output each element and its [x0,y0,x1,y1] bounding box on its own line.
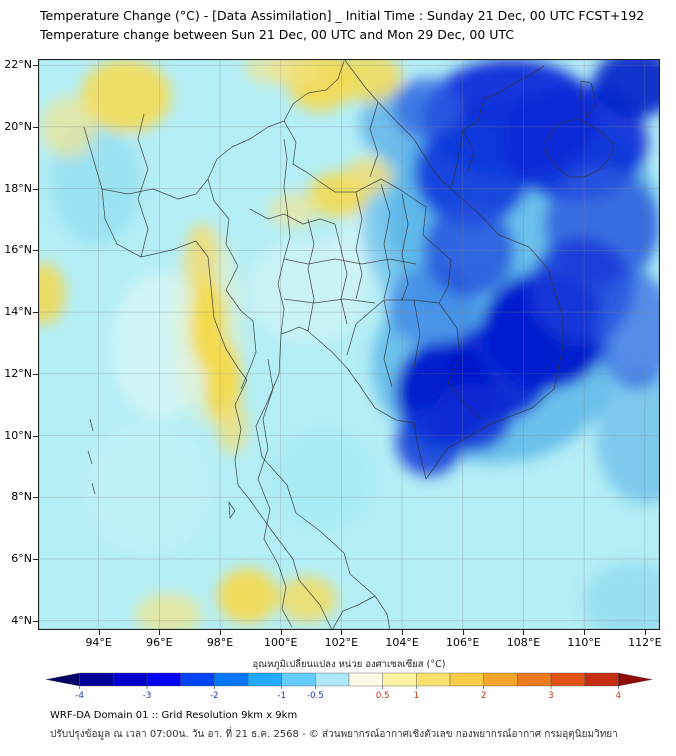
lat-tick-mark [33,373,38,375]
lat-tick-mark [33,435,38,437]
lon-tick-mark [584,630,586,635]
lat-tick-mark [33,126,38,128]
colorbar-tick-label: 3 [548,691,553,701]
lat-tick-mark [33,250,38,252]
lat-tick-mark [33,497,38,499]
lat-tick-label: 14°N [4,305,32,319]
lon-tick-mark [159,630,161,635]
footer-update-info: ปรับปรุงข้อมูล ณ เวลา 07:00น. วัน อา. ที… [50,729,618,740]
lon-tick-label: 108°E [506,636,541,649]
map-area [37,58,661,631]
lon-tick-label: 94°E [85,636,112,649]
lat-tick-label: 8°N [11,490,32,504]
figure-title: Temperature Change (°C) - [Data Assimila… [40,8,645,23]
lon-tick-label: 112°E [628,636,662,649]
colorbar-tick-label: -1 [277,691,285,701]
lat-tick-label: 4°N [11,613,32,627]
colorbar-tick-label: -0.5 [307,691,324,701]
lon-tick-mark [644,630,646,635]
lat-tick-mark [33,312,38,314]
colorbar-tick-label: -2 [210,691,218,701]
colorbar-title: อุณหภูมิเปลี่ยนแปลง หน่วย องศาเซลเซียส (… [252,659,446,670]
colorbar-tick-label: 2 [481,691,486,701]
lat-tick-label: 10°N [4,428,32,442]
lon-tick-label: 98°E [206,636,234,649]
lon-tick-mark [98,630,100,635]
colorbar-tick-label: 4 [616,691,621,701]
lon-tick-label: 104°E [385,636,419,649]
colorbar-tick-label: -4 [75,691,83,701]
lon-tick-mark [341,630,343,635]
lat-tick-mark [33,65,38,67]
lat-tick-label: 6°N [11,552,32,565]
colorbar: -4 -3 -2 -1 -0.5 0.5 1 2 3 4 [45,672,653,701]
lon-tick-label: 102°E [324,636,359,649]
temperature-change-map [37,58,661,631]
lon-tick-mark [280,630,282,635]
lon-tick-label: 110°E [567,636,601,649]
lat-tick-label: 20°N [4,119,32,133]
lon-tick-label: 100°E [263,636,298,649]
lon-tick-label: 106°E [446,636,480,649]
lat-tick-label: 18°N [4,181,32,195]
lat-tick-mark [33,559,38,560]
lon-tick-mark [462,630,464,635]
figure-subtitle: Temperature change between Sun 21 Dec, 0… [40,27,515,42]
colorbar-tick-label: -3 [143,691,151,701]
lat-tick-label: 12°N [4,366,32,380]
lat-tick-label: 16°N [4,243,32,257]
footer-domain-info: WRF-DA Domain 01 :: Grid Resolution 9km … [50,710,298,721]
colorbar-tick-label: 0.5 [376,691,390,701]
lon-tick-mark [220,630,222,635]
lat-tick-mark [33,188,38,190]
lon-tick-mark [523,630,525,635]
lon-tick-label: 96°E [146,636,173,649]
colorbar-tick-label: 1 [414,691,419,701]
lat-tick-mark [33,620,38,622]
lon-tick-mark [402,630,404,635]
lat-tick-label: 22°N [4,58,32,72]
